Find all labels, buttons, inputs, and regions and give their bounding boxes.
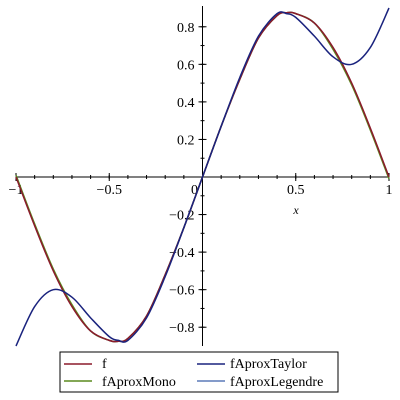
x-tick-label: 0: [191, 183, 198, 198]
y-tick-label: −0.6: [169, 284, 194, 299]
x-tick-label: 1: [386, 183, 393, 198]
series-lines: [15, 7, 390, 347]
y-tick-label: 0.8: [177, 21, 195, 36]
legend: f fAproxMono fAproxTaylor fAproxLegendre: [59, 351, 339, 393]
legend-label-fAproxLegendre: fAproxLegendre: [230, 375, 323, 390]
legend-label-fAproxMono: fAproxMono: [102, 375, 176, 390]
legend-item-fAproxMono: fAproxMono: [64, 375, 176, 390]
y-tick-label: −0.8: [169, 321, 194, 336]
x-tick-label: 0.5: [287, 183, 305, 198]
legend-item-fAproxTaylor: fAproxTaylor: [197, 357, 307, 372]
series-line-fAproxTaylor: [15, 7, 390, 347]
legend-item-fAproxLegendre: fAproxLegendre: [197, 375, 323, 390]
y-ticks: −0.8−0.6−0.4−0.20.20.40.60.8: [169, 21, 207, 336]
y-tick-label: 0.4: [177, 96, 195, 111]
y-tick-label: 0.2: [177, 133, 195, 148]
x-tick-label: −0.5: [97, 183, 122, 198]
legend-box: [59, 351, 339, 393]
y-tick-label: 0.6: [177, 58, 195, 73]
y-tick-label: −0.2: [169, 209, 194, 224]
x-axis-label: x: [292, 203, 299, 217]
legend-item-f: f: [64, 357, 107, 372]
legend-label-f: f: [102, 357, 107, 372]
legend-label-fAproxTaylor: fAproxTaylor: [230, 357, 307, 372]
